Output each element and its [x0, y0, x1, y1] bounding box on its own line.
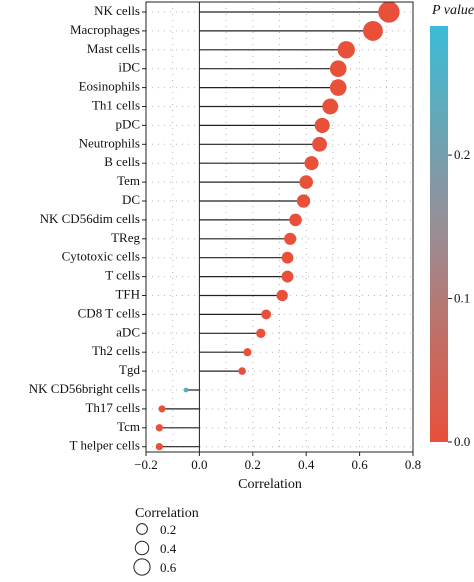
data-point [281, 270, 294, 283]
data-point [243, 348, 252, 357]
data-point [299, 175, 314, 189]
data-point [314, 117, 330, 133]
data-point [284, 232, 297, 245]
axes: −0.2 0.0 0.2 0.4 0.6 0.8 [134, 1, 421, 472]
category-label: T cells [105, 268, 140, 283]
data-point [158, 405, 166, 413]
colorbar-tick-label: 0.2 [454, 147, 470, 162]
colorbar-gradient [430, 26, 448, 442]
category-label: CD8 T cells [78, 305, 140, 320]
category-label: iDC [118, 60, 140, 75]
category-label: B cells [104, 154, 140, 169]
x-tick-label: 0.2 [245, 457, 261, 472]
data-point [312, 136, 327, 152]
data-point [329, 79, 347, 96]
size-legend-items: 0.2 0.4 0.6 [133, 522, 177, 576]
size-legend-label: 0.2 [160, 522, 176, 537]
category-label: Neutrophils [79, 135, 140, 150]
size-legend: Correlation 0.2 0.4 0.6 [133, 506, 199, 576]
data-point [183, 387, 189, 393]
stems [159, 11, 389, 448]
points [155, 1, 400, 451]
data-point [256, 328, 266, 338]
category-label: Th2 cells [92, 343, 140, 358]
category-label: Tcm [117, 419, 140, 434]
colorbar: P value 0.0 0.1 0.2 [430, 3, 474, 449]
colorbar-tick-label: 0.0 [454, 434, 470, 449]
x-tick-label: 0.4 [298, 457, 315, 472]
data-point [281, 251, 294, 264]
data-point [337, 41, 355, 59]
data-point [378, 1, 400, 23]
data-point [296, 194, 311, 208]
category-label: Th1 cells [92, 97, 140, 112]
category-label: Eosinophils [79, 79, 140, 94]
data-point [155, 424, 164, 432]
data-point [155, 443, 164, 451]
category-label: T helper cells [69, 438, 140, 453]
size-legend-label: 0.4 [160, 541, 177, 556]
plot-frame [145, 1, 414, 453]
size-legend-circle [136, 523, 148, 535]
category-label: DC [122, 192, 140, 207]
x-tick-label: 0.0 [191, 457, 207, 472]
category-label: aDC [116, 324, 140, 339]
category-label: TFH [115, 286, 140, 301]
data-point [304, 156, 319, 171]
category-label: NK cells [94, 3, 140, 18]
data-point [363, 20, 383, 41]
colorbar-tick-label: 0.1 [454, 291, 470, 306]
category-label: Cytotoxic cells [62, 249, 140, 264]
data-point [261, 309, 272, 320]
category-label: NK CD56bright cells [29, 381, 140, 396]
category-label: pDC [115, 116, 140, 131]
category-label: Tgd [119, 362, 140, 377]
colorbar-ticks: 0.0 0.1 0.2 [448, 147, 470, 449]
x-tick-label: 0.6 [351, 457, 368, 472]
category-label: Mast cells [87, 41, 140, 56]
size-legend-title: Correlation [135, 506, 199, 521]
size-legend-circle [134, 540, 150, 556]
data-point [289, 213, 302, 227]
size-legend-circle [133, 558, 151, 576]
category-label: Macrophages [70, 22, 140, 37]
x-tick-label: 0.8 [405, 457, 421, 472]
data-point [322, 98, 339, 115]
category-label: TReg [111, 230, 140, 245]
data-point [238, 367, 246, 375]
x-axis-title: Correlation [238, 477, 302, 492]
category-labels: NK cells Macrophages Mast cells iDC Eosinoph… [29, 3, 141, 453]
size-legend-label: 0.6 [160, 560, 177, 575]
category-label: Th17 cells [85, 400, 140, 415]
grid [145, 2, 414, 452]
data-point [329, 60, 347, 77]
data-point [276, 289, 288, 302]
colorbar-title: P value [431, 3, 474, 18]
category-label: Tem [117, 173, 140, 188]
x-tick-label: −0.2 [134, 457, 158, 472]
category-label: NK CD56dim cells [40, 211, 140, 226]
